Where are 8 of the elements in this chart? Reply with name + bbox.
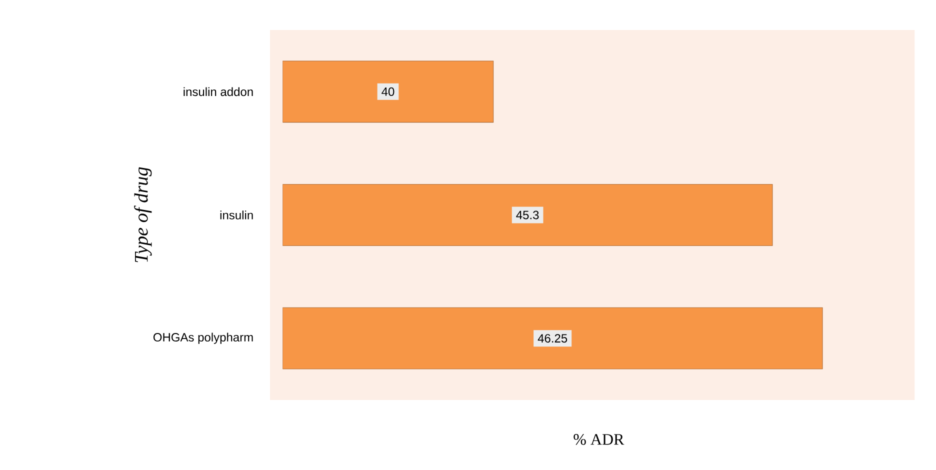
x-axis-title: % ADR [574,434,624,445]
y-tick-label: insulin addon [184,87,253,96]
data-label: 46.25 [538,334,568,343]
data-label: 45.3 [516,210,539,220]
y-axis-title: Type of drug [134,167,152,262]
data-label: 40 [382,87,394,96]
y-tick-label: insulin [220,210,253,220]
y-tick-label: OHGAs polypharm [153,332,253,344]
